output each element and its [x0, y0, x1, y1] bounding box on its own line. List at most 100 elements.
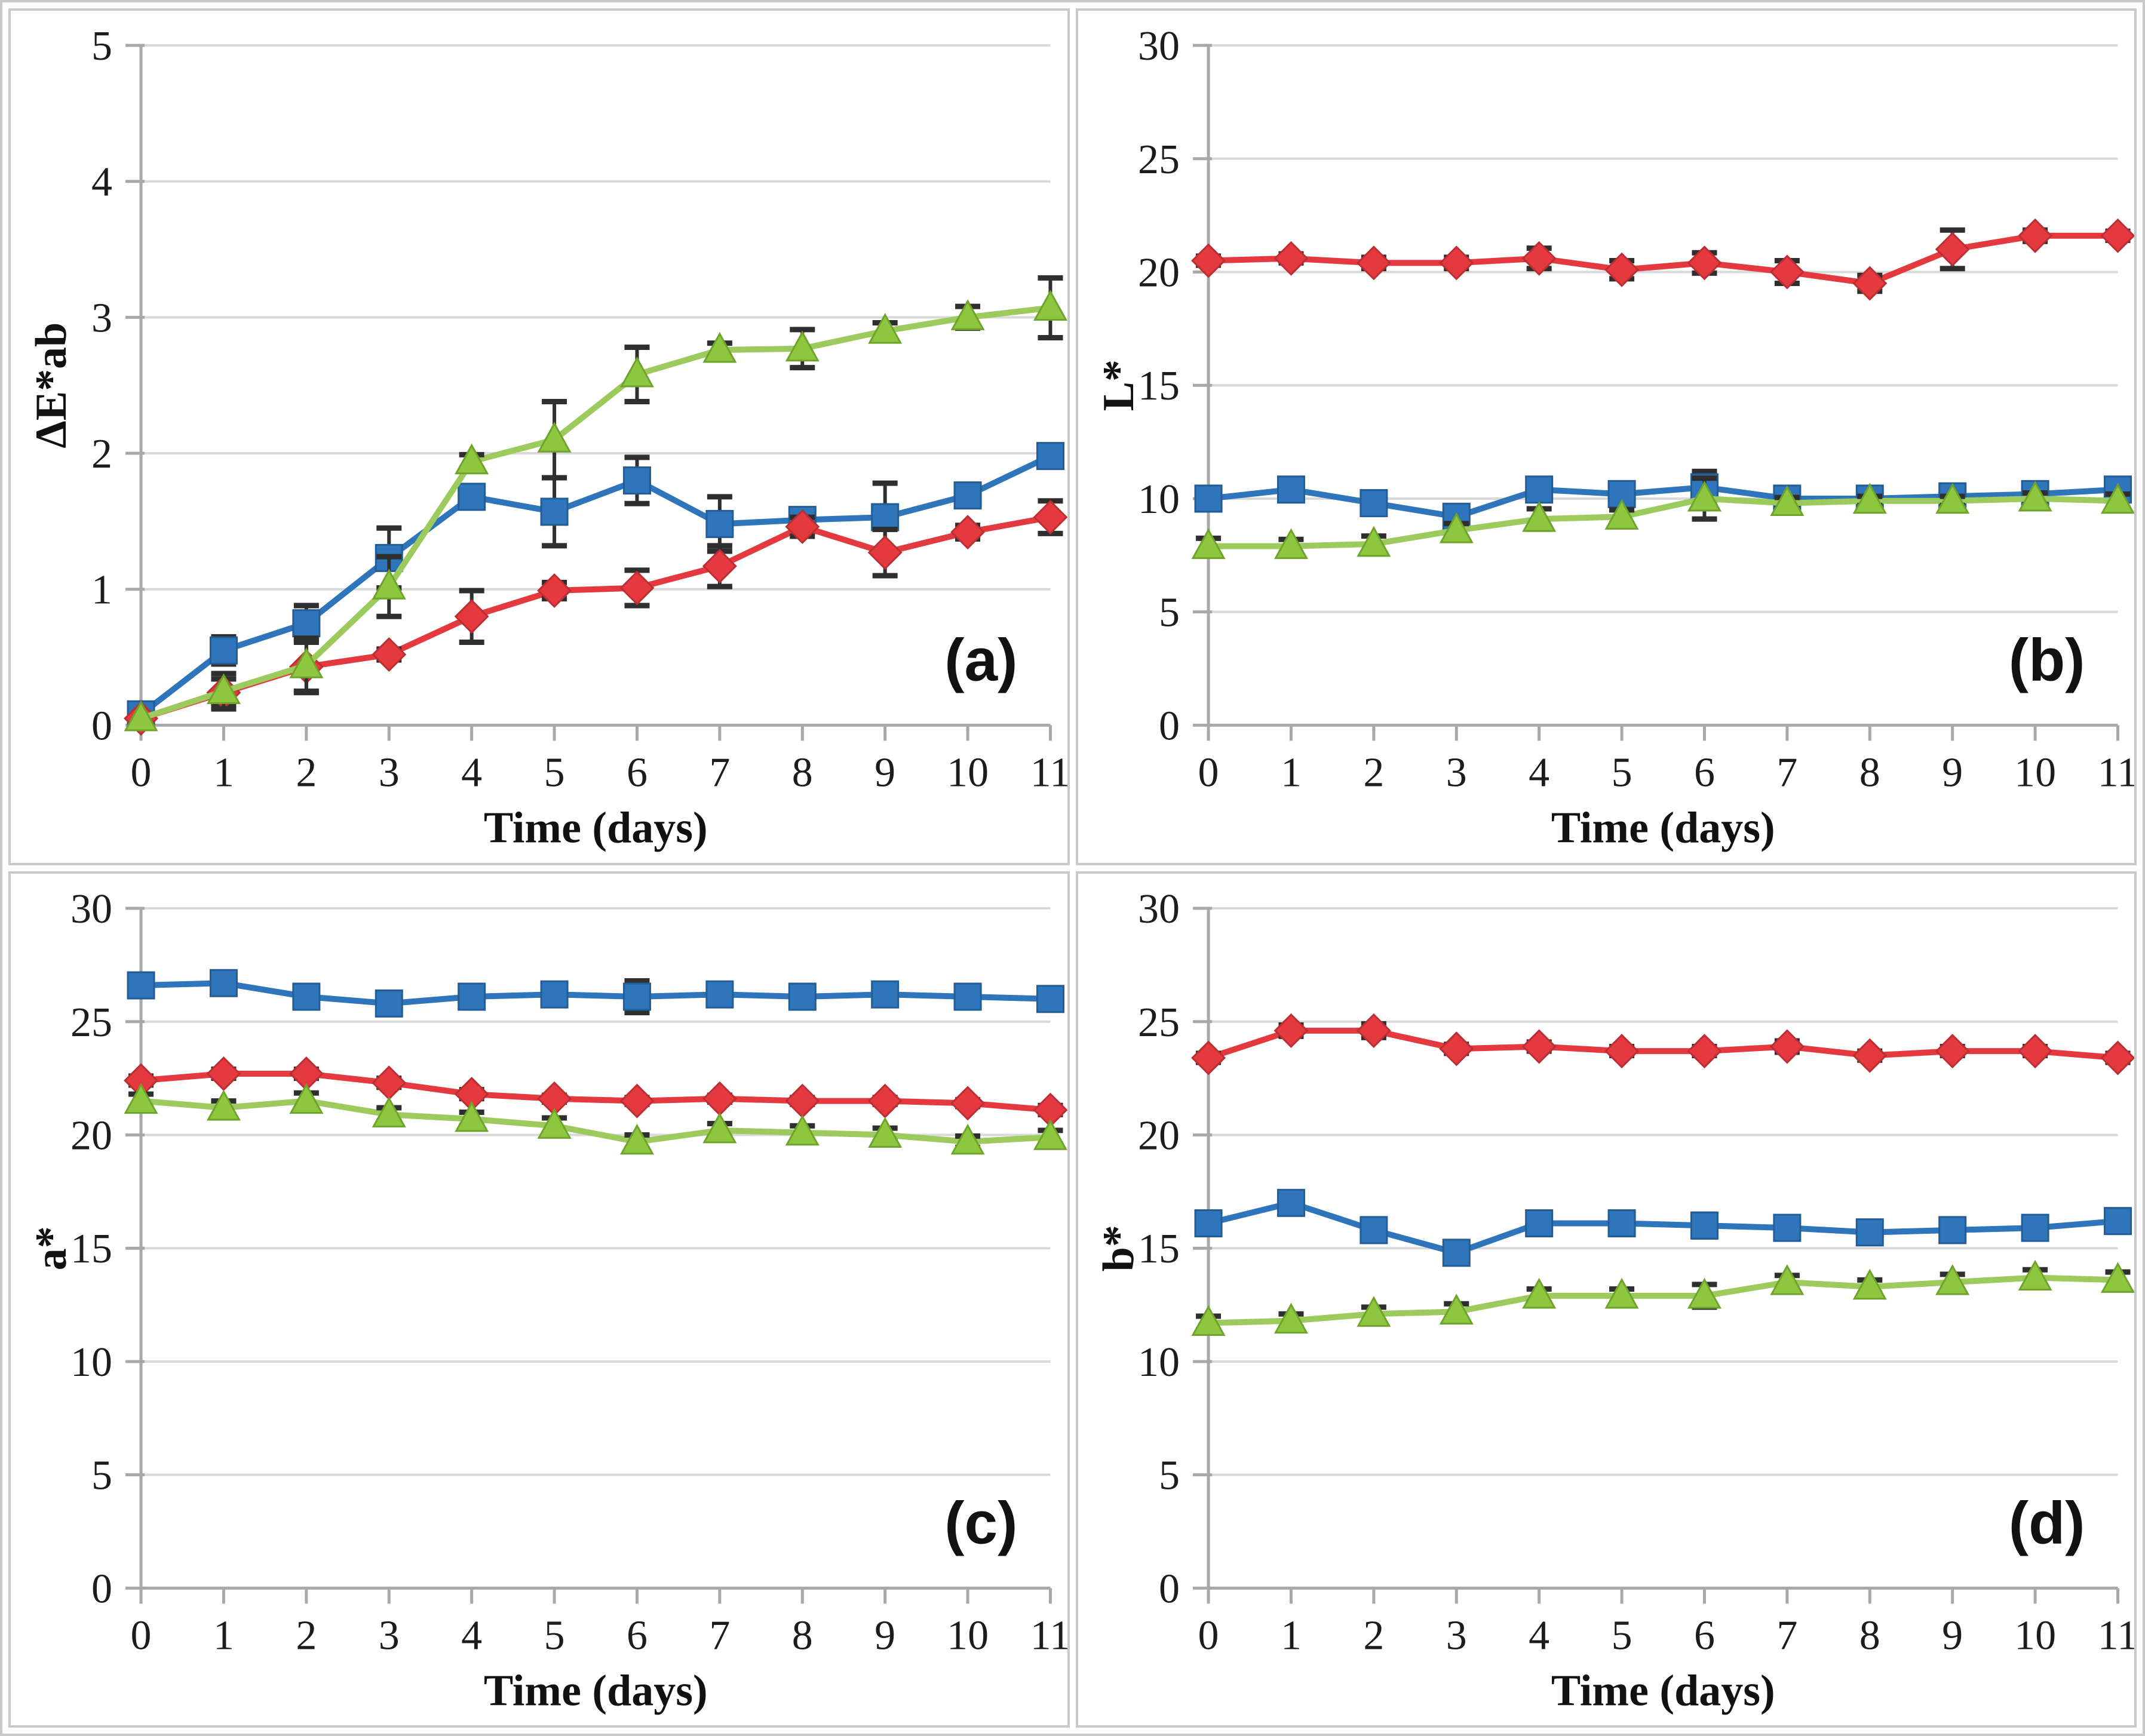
x-tick-label: 8	[1859, 749, 1880, 795]
chart-b-canvas: 0 5 10 15 20 25 30 0 1 2 3 4 5 6 7 8 9 10 11 Time (days) L* (…	[1094, 23, 2134, 852]
y-tick-label: 4	[91, 159, 112, 205]
green-triangles-marker	[1274, 1302, 1308, 1334]
y-tick-label: 15	[1138, 363, 1180, 409]
green-triangles-marker	[2100, 1261, 2134, 1293]
y-tick-label: 3	[91, 295, 112, 341]
green-triangles-marker	[1687, 1277, 1721, 1308]
chart-d-canvas: 0 5 10 15 20 25 30 0 1 2 3 4 5 6 7 8 9 10 11 Time (days) b* (…	[1094, 886, 2134, 1715]
x-tick-label: 6	[1693, 749, 1714, 795]
blue-squares-marker	[292, 609, 321, 638]
y-tick-label: 15	[1138, 1226, 1180, 1272]
red-diamonds-marker	[1356, 1013, 1391, 1048]
x-tick-label: 6	[627, 1612, 648, 1658]
red-diamonds-marker	[1769, 254, 1805, 290]
green-triangles-marker	[1935, 1264, 1969, 1295]
x-tick-label: 2	[1363, 1612, 1384, 1658]
x-tick-label: 11	[2097, 1612, 2134, 1658]
red-diamonds-marker	[124, 1062, 159, 1098]
blue-squares-marker	[1442, 1238, 1471, 1267]
red-diamonds-marker	[702, 1081, 737, 1116]
green-triangles-marker	[1439, 512, 1474, 543]
x-tick-label: 7	[709, 749, 730, 795]
y-tick-label: 30	[1138, 23, 1180, 69]
red-diamonds-marker	[1033, 1092, 1067, 1127]
green-triangles-marker	[1439, 1293, 1474, 1325]
green-triangles-marker	[868, 1116, 903, 1148]
red-diamonds-marker	[867, 1083, 903, 1119]
x-tick-label: 10	[947, 749, 989, 795]
blue-squares-marker	[458, 483, 486, 511]
red-diamonds-marker	[619, 570, 655, 606]
red-diamonds-marker	[1852, 1038, 1887, 1073]
y-axis-title: ΔE*ab	[27, 322, 76, 448]
y-tick-label: 30	[70, 886, 112, 932]
green-triangles-marker	[1033, 290, 1067, 321]
blue-squares-marker	[2103, 1206, 2132, 1235]
x-tick-label: 3	[1446, 1612, 1466, 1658]
green-triangles-marker	[206, 673, 241, 705]
y-tick-label: 25	[1138, 999, 1180, 1045]
blue-squares-marker	[871, 503, 900, 531]
red-diamonds-line	[1207, 1027, 2118, 1061]
x-tick-label: 10	[2014, 749, 2056, 795]
blue-squares-marker	[209, 636, 238, 665]
y-tick-label: 10	[1138, 477, 1180, 523]
panel-letter: (a)	[944, 626, 1017, 693]
green-triangles-marker	[455, 443, 489, 475]
green-triangles-marker	[950, 299, 985, 330]
y-tick-label: 25	[1138, 137, 1180, 183]
green-triangles-line	[140, 1098, 1051, 1145]
green-triangles-marker	[206, 1089, 241, 1120]
blue-squares-marker	[953, 982, 982, 1011]
y-tick-label: 5	[91, 1452, 112, 1498]
blue-squares-marker	[1690, 1211, 1719, 1240]
y-tick-label: 5	[91, 23, 112, 69]
blue-squares-marker	[1194, 1209, 1223, 1237]
green-triangles-marker	[1521, 500, 1556, 532]
blue-squares-marker	[1359, 489, 1388, 518]
red-diamonds-marker	[1769, 1028, 1805, 1064]
green-triangles-marker	[372, 569, 406, 600]
red-diamonds-marker	[1521, 1028, 1557, 1064]
blue-squares-line	[140, 979, 1051, 1006]
green-triangles-marker	[1356, 1295, 1391, 1327]
y-tick-label: 20	[1138, 250, 1180, 296]
x-tick-label: 1	[1280, 749, 1301, 795]
x-tick-label: 5	[544, 749, 565, 795]
x-tick-label: 5	[544, 1612, 565, 1658]
x-tick-label: 2	[296, 1612, 317, 1658]
red-diamonds-marker	[1935, 232, 1970, 267]
green-triangles-marker	[289, 1082, 324, 1114]
green-triangles-marker	[1604, 499, 1639, 530]
red-diamonds-marker	[2100, 1040, 2134, 1075]
red-diamonds-marker	[2100, 218, 2134, 253]
chart-a-canvas: 0 1 2 3 4 5 0 1 2 3 4 5 6 7 8 9 10 11 Time (days) ΔE*ab (a)	[27, 23, 1067, 852]
blue-squares-marker	[622, 466, 651, 495]
green-triangles-marker	[1852, 483, 1887, 514]
green-triangles-marker	[1356, 526, 1391, 557]
red-diamonds-marker	[1686, 1033, 1721, 1068]
red-diamonds-marker	[1033, 500, 1067, 535]
panel-b: 0 5 10 15 20 25 30 0 1 2 3 4 5 6 7 8 9 10 11 Time (days) L* (…	[1075, 8, 2137, 865]
y-tick-label: 5	[1159, 1452, 1180, 1498]
y-tick-label: 0	[91, 703, 112, 749]
blue-squares-marker	[1938, 1215, 1966, 1244]
y-tick-label: 20	[70, 1113, 112, 1159]
red-diamonds-marker	[1438, 1031, 1474, 1066]
x-tick-label: 9	[874, 749, 895, 795]
x-tick-label: 1	[213, 749, 234, 795]
chart-c-canvas: 0 5 10 15 20 25 30 0 1 2 3 4 5 6 7 8 9 10 11 Time (days) a* (…	[27, 886, 1067, 1715]
x-tick-label: 11	[1030, 749, 1067, 795]
x-axis-title: Time (days)	[484, 803, 708, 852]
blue-squares-marker	[1036, 984, 1064, 1013]
green-triangles-marker	[702, 1112, 737, 1143]
x-tick-label: 8	[792, 749, 813, 795]
green-triangles-line	[1208, 495, 2118, 549]
green-triangles-marker	[124, 1082, 158, 1114]
x-tick-label: 6	[627, 749, 648, 795]
green-triangles-marker	[2018, 1259, 2052, 1291]
blue-squares-marker	[1855, 1218, 1884, 1246]
x-tick-label: 2	[1363, 749, 1384, 795]
green-triangles-marker	[2018, 480, 2052, 512]
x-tick-label: 8	[792, 1612, 813, 1658]
